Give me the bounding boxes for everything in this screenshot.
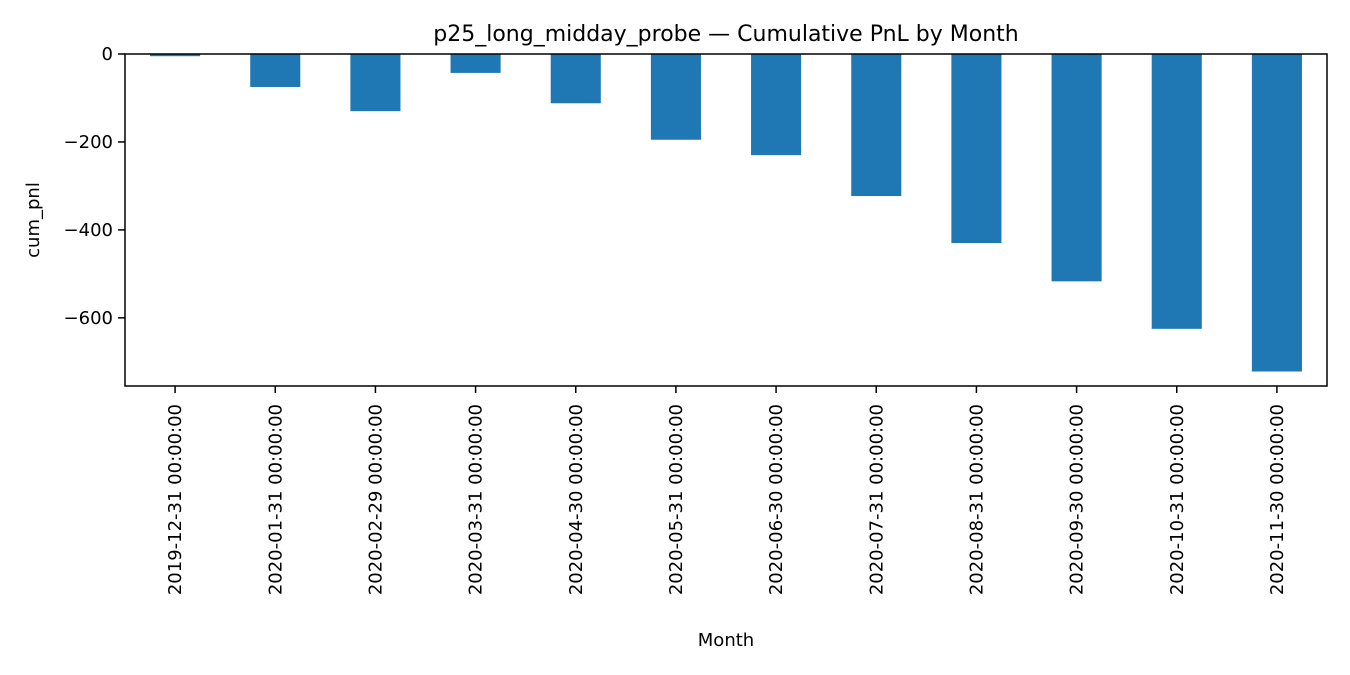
x-tick-label-3: 2020-03-31 00:00:00	[466, 404, 487, 595]
x-tick-label-10: 2020-10-31 00:00:00	[1167, 404, 1188, 595]
bar-11	[1251, 54, 1302, 372]
x-tick-label-4: 2020-04-30 00:00:00	[566, 404, 587, 595]
y-axis-ticks: 0 −200 −400 −600	[64, 44, 125, 329]
x-tick-label-11: 2020-11-30 00:00:00	[1267, 404, 1288, 595]
bar-0	[150, 54, 201, 57]
bar-4	[550, 54, 601, 104]
y-tick-label-0: 0	[102, 44, 113, 65]
bar-10	[1151, 54, 1202, 329]
bar-5	[650, 54, 701, 140]
y-axis-label: cum_pnl	[23, 182, 44, 258]
bar-6	[751, 54, 802, 156]
x-tick-label-5: 2020-05-31 00:00:00	[666, 404, 687, 595]
bar-1	[250, 54, 301, 87]
x-tick-label-1: 2020-01-31 00:00:00	[265, 404, 286, 595]
x-tick-label-7: 2020-07-31 00:00:00	[866, 404, 887, 595]
bar-8	[951, 54, 1002, 244]
x-axis-ticks: 2019-12-31 00:00:00 2020-01-31 00:00:00 20…	[165, 386, 1288, 595]
x-tick-label-6: 2020-06-30 00:00:00	[766, 404, 787, 595]
plot-frame	[124, 53, 1328, 387]
y-tick-label-2: −400	[64, 220, 113, 241]
y-tick-label-1: −200	[64, 132, 113, 153]
x-tick-label-9: 2020-09-30 00:00:00	[1067, 404, 1088, 595]
y-tick-label-3: −600	[64, 308, 113, 329]
x-axis-label: Month	[698, 630, 754, 651]
bar-2	[350, 54, 401, 112]
x-tick-label-0: 2019-12-31 00:00:00	[165, 404, 186, 595]
bar-7	[851, 54, 902, 197]
bar-9	[1051, 54, 1102, 282]
bars-group	[150, 54, 1302, 372]
chart-title: p25_long_midday_probe — Cumulative PnL b…	[433, 22, 1018, 47]
bar-3	[450, 54, 501, 73]
x-tick-label-2: 2020-02-29 00:00:00	[365, 404, 386, 595]
x-tick-label-8: 2020-08-31 00:00:00	[966, 404, 987, 595]
